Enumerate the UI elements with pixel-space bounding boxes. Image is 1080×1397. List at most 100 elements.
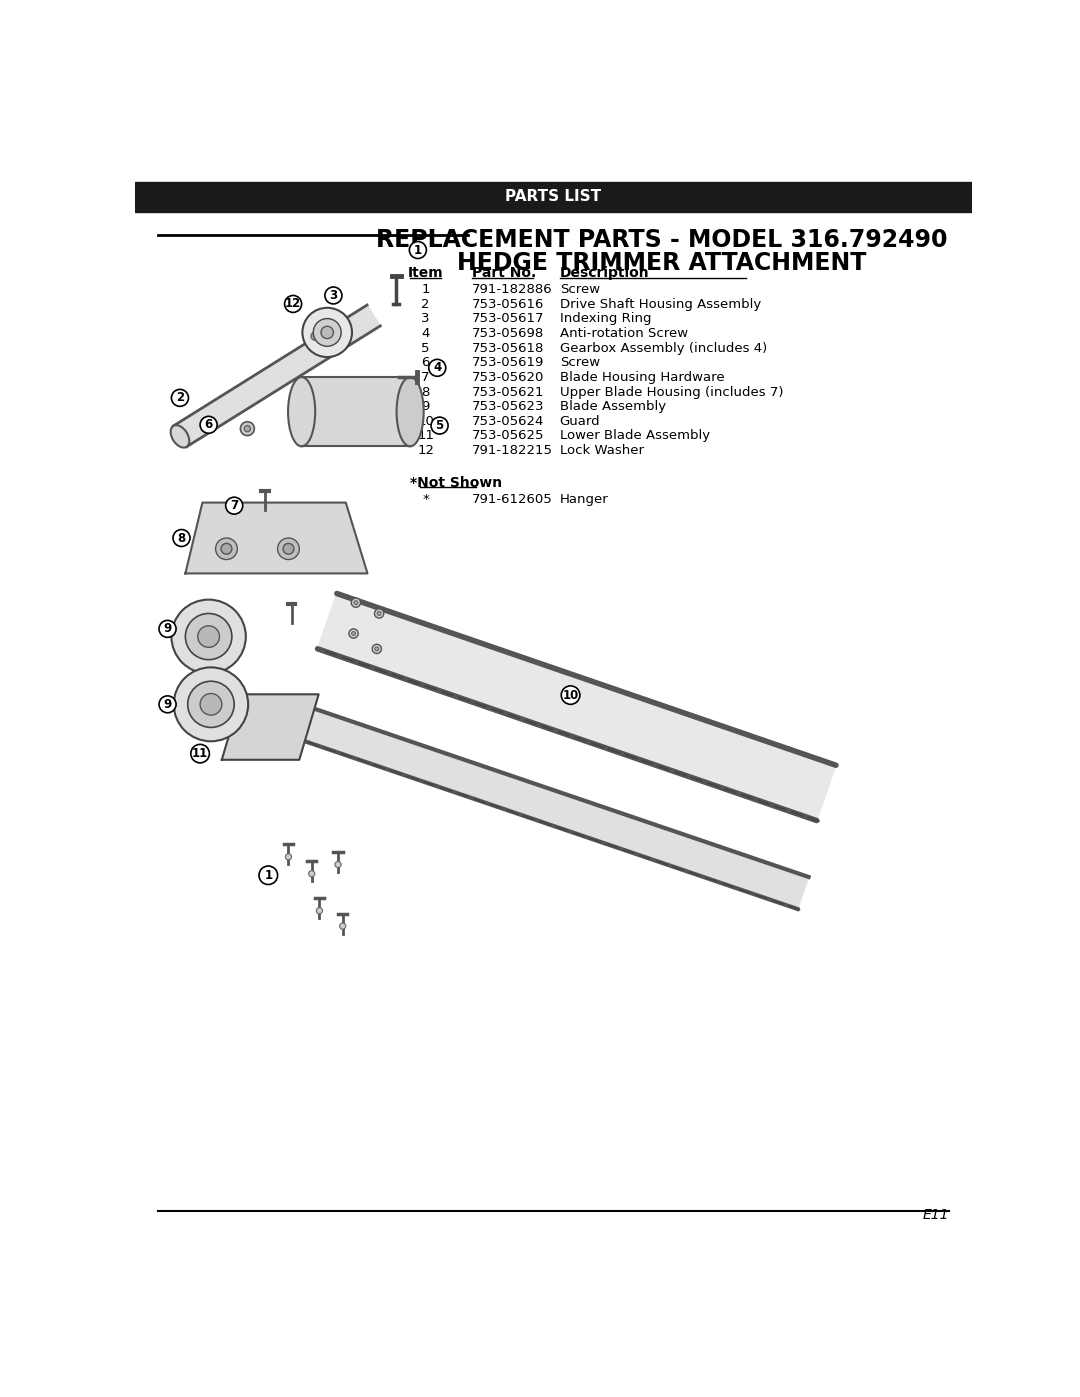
Circle shape	[159, 696, 176, 712]
Text: 791-612605: 791-612605	[472, 493, 553, 506]
Circle shape	[200, 693, 221, 715]
Circle shape	[172, 599, 246, 673]
Circle shape	[200, 416, 217, 433]
Text: 9: 9	[163, 623, 172, 636]
Polygon shape	[174, 305, 380, 447]
Text: Drive Shaft Housing Assembly: Drive Shaft Housing Assembly	[559, 298, 761, 310]
Ellipse shape	[171, 425, 189, 447]
Text: HEDGE TRIMMER ATTACHMENT: HEDGE TRIMMER ATTACHMENT	[457, 251, 866, 275]
Circle shape	[216, 538, 238, 560]
Text: 753-05616: 753-05616	[472, 298, 544, 310]
Text: 7: 7	[230, 499, 239, 513]
Circle shape	[431, 418, 448, 434]
Text: 753-05621: 753-05621	[472, 386, 544, 398]
Circle shape	[284, 295, 301, 313]
Text: *Not Shown: *Not Shown	[410, 475, 502, 489]
Text: Gearbox Assembly (includes 4): Gearbox Assembly (includes 4)	[559, 342, 767, 355]
Circle shape	[351, 598, 361, 608]
Circle shape	[309, 870, 314, 877]
Text: 9: 9	[163, 698, 172, 711]
Text: 753-05617: 753-05617	[472, 313, 544, 326]
Text: 10: 10	[417, 415, 434, 427]
Text: 4: 4	[433, 362, 442, 374]
Circle shape	[186, 613, 232, 659]
Text: PARTS LIST: PARTS LIST	[505, 190, 602, 204]
Ellipse shape	[396, 377, 423, 447]
Text: 2: 2	[176, 391, 184, 404]
Text: 1: 1	[421, 284, 430, 296]
Text: 753-05624: 753-05624	[472, 415, 544, 427]
Text: 8: 8	[177, 531, 186, 545]
Text: Hanger: Hanger	[559, 493, 608, 506]
Text: 753-05620: 753-05620	[472, 372, 544, 384]
Circle shape	[226, 497, 243, 514]
Circle shape	[173, 529, 190, 546]
Circle shape	[285, 854, 292, 861]
Circle shape	[198, 626, 219, 647]
Text: 753-05618: 753-05618	[472, 342, 544, 355]
Bar	[135, 182, 972, 212]
Text: Screw: Screw	[559, 356, 599, 369]
Bar	[301, 377, 410, 447]
Text: Blade Assembly: Blade Assembly	[559, 400, 666, 414]
Circle shape	[377, 612, 381, 616]
Circle shape	[311, 332, 319, 339]
Text: Item: Item	[408, 267, 444, 281]
Text: 11: 11	[417, 429, 434, 443]
Circle shape	[321, 327, 334, 338]
Circle shape	[429, 359, 446, 376]
Text: 5: 5	[435, 419, 444, 432]
Text: 791-182215: 791-182215	[472, 444, 553, 457]
Text: 3: 3	[329, 289, 337, 302]
Text: 8: 8	[421, 386, 430, 398]
Text: REPLACEMENT PARTS - MODEL 316.792490: REPLACEMENT PARTS - MODEL 316.792490	[376, 228, 948, 251]
Text: 753-05625: 753-05625	[472, 429, 544, 443]
Text: Lower Blade Assembly: Lower Blade Assembly	[559, 429, 710, 443]
Text: Guard: Guard	[559, 415, 600, 427]
Text: Part No.: Part No.	[472, 267, 537, 281]
Circle shape	[352, 631, 355, 636]
Circle shape	[335, 862, 341, 868]
Text: 12: 12	[285, 298, 301, 310]
Text: 11: 11	[192, 747, 208, 760]
Circle shape	[316, 908, 323, 914]
Circle shape	[278, 538, 299, 560]
Circle shape	[172, 390, 189, 407]
Circle shape	[283, 543, 294, 555]
Text: Upper Blade Housing (includes 7): Upper Blade Housing (includes 7)	[559, 386, 783, 398]
Text: 5: 5	[421, 342, 430, 355]
Circle shape	[313, 319, 341, 346]
Text: 7: 7	[421, 372, 430, 384]
Text: 9: 9	[421, 400, 430, 414]
Circle shape	[325, 286, 342, 305]
Text: Blade Housing Hardware: Blade Housing Hardware	[559, 372, 725, 384]
Circle shape	[409, 242, 427, 258]
Circle shape	[349, 629, 359, 638]
Text: 4: 4	[421, 327, 430, 339]
Circle shape	[375, 609, 383, 617]
Circle shape	[307, 328, 323, 345]
Text: 753-05623: 753-05623	[472, 400, 544, 414]
Circle shape	[373, 644, 381, 654]
Text: 1: 1	[414, 243, 422, 257]
Polygon shape	[318, 594, 836, 820]
Circle shape	[375, 647, 379, 651]
Circle shape	[241, 422, 255, 436]
Text: Screw: Screw	[559, 284, 599, 296]
Circle shape	[259, 866, 278, 884]
Circle shape	[302, 307, 352, 358]
Text: 753-05619: 753-05619	[472, 356, 544, 369]
Text: 3: 3	[421, 313, 430, 326]
Circle shape	[174, 668, 248, 742]
Text: 6: 6	[421, 356, 430, 369]
Text: 2: 2	[421, 298, 430, 310]
Text: Indexing Ring: Indexing Ring	[559, 313, 651, 326]
Circle shape	[244, 426, 251, 432]
Text: 12: 12	[417, 444, 434, 457]
Text: Lock Washer: Lock Washer	[559, 444, 644, 457]
Ellipse shape	[288, 377, 315, 447]
Circle shape	[339, 923, 346, 929]
Polygon shape	[221, 694, 319, 760]
Polygon shape	[186, 503, 367, 573]
Polygon shape	[300, 707, 809, 909]
